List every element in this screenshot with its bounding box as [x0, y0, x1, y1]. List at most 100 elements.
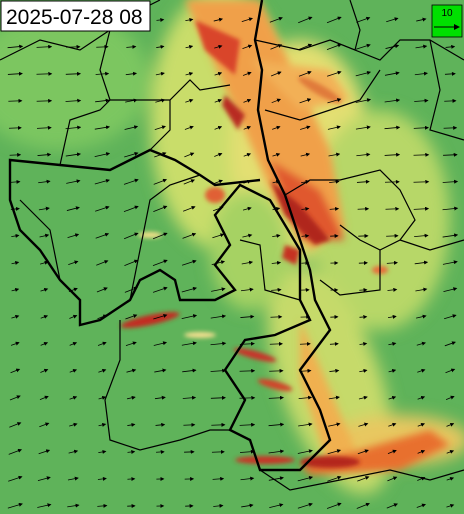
wind-arrow — [359, 368, 368, 373]
wind-arrow — [385, 44, 400, 49]
wind-arrow — [239, 341, 255, 346]
wind-arrow — [211, 287, 226, 292]
wind-arrow — [69, 341, 78, 346]
wind-arrow — [445, 395, 455, 400]
wind-arrow — [356, 179, 370, 184]
wind-arrow — [153, 341, 168, 346]
wind-arrow — [301, 233, 310, 238]
wind-arrow — [327, 125, 341, 130]
wind-arrow — [384, 125, 401, 130]
wind-arrow — [240, 314, 255, 319]
wind-arrow — [68, 449, 79, 454]
wind-arrow — [97, 476, 107, 481]
wind-arrow — [329, 341, 339, 346]
wind-arrow — [269, 16, 283, 23]
wind-arrow — [9, 395, 21, 401]
wind-arrow — [98, 422, 107, 427]
wind-arrow — [388, 395, 397, 400]
wind-arrow — [271, 260, 282, 265]
wind-arrow — [387, 476, 398, 482]
wind-arrow — [40, 260, 49, 265]
wind-arrow — [388, 341, 397, 346]
wind-arrow — [98, 395, 107, 400]
wind-arrow — [214, 71, 223, 76]
wind-arrow — [355, 98, 372, 103]
wind-arrow — [212, 476, 225, 481]
wind-arrow — [328, 395, 340, 400]
wind-arrow — [297, 449, 313, 454]
wind-arrow — [39, 422, 50, 428]
wind-arrow — [69, 395, 78, 400]
wind-arrow — [66, 179, 81, 184]
wind-arrow — [124, 259, 139, 267]
wind-arrow — [327, 70, 342, 77]
wind-arrow — [239, 395, 256, 400]
wind-arrow — [239, 449, 255, 454]
wind-arrow — [359, 314, 368, 319]
wind-arrow — [8, 448, 23, 455]
wind-arrow — [153, 314, 168, 320]
wind-arrow — [182, 395, 197, 400]
wind-arrow — [67, 503, 80, 508]
wind-arrow — [386, 233, 399, 238]
wind-arrow — [96, 287, 108, 293]
wind-arrow — [243, 126, 252, 130]
wind-arrow — [40, 315, 49, 319]
wind-arrow — [210, 314, 227, 319]
wind-arrow — [446, 477, 455, 481]
wind-arrow — [386, 17, 399, 23]
wind-arrow — [444, 71, 456, 76]
wind-arrow — [355, 125, 371, 130]
wind-arrow — [210, 395, 226, 400]
wind-arrow — [298, 422, 313, 427]
wind-arrow — [37, 503, 52, 508]
wind-arrow — [387, 314, 397, 319]
wind-arrow — [125, 314, 138, 320]
wind-arrow — [329, 206, 340, 211]
wind-arrow — [242, 206, 252, 211]
wind-arrow — [181, 259, 197, 266]
wind-arrow — [240, 287, 254, 292]
wind-arrow — [415, 44, 428, 49]
wind-arrow — [94, 125, 111, 130]
wind-arrow — [97, 341, 107, 346]
wind-arrow — [125, 341, 137, 346]
wind-arrow — [153, 205, 168, 213]
timestamp-background — [0, 0, 151, 32]
wind-arrow — [443, 152, 458, 157]
wind-arrow — [444, 314, 457, 320]
wind-arrow — [326, 43, 342, 50]
wind-arrow — [214, 44, 223, 49]
wind-arrow — [301, 206, 310, 211]
wind-arrow — [10, 341, 20, 346]
wind-arrow — [11, 260, 20, 265]
wind-arrow — [65, 71, 82, 76]
wind-arrow — [213, 206, 224, 212]
wind-arrow — [446, 503, 455, 508]
wind-arrow — [153, 178, 167, 185]
wind-arrow — [359, 341, 368, 346]
wind-arrow — [297, 475, 314, 482]
wind-arrow — [210, 368, 227, 373]
wind-arrow — [127, 422, 136, 427]
wind-arrow — [124, 286, 138, 293]
wind-arrow — [154, 152, 167, 158]
wind-arrow — [298, 43, 313, 50]
wind-arrow — [154, 395, 166, 400]
wind-arrow — [40, 287, 49, 292]
wind-arrow — [414, 233, 429, 238]
wind-arrow — [213, 179, 223, 185]
wind-arrow — [272, 206, 281, 211]
wind-arrow — [65, 98, 82, 103]
wind-arrow — [36, 44, 53, 49]
wind-arrow — [445, 368, 456, 374]
wind-arrow — [67, 233, 80, 239]
wind-arrow — [270, 71, 282, 77]
wind-arrow — [417, 449, 426, 454]
wind-arrow — [65, 152, 81, 157]
wind-arrow — [298, 16, 313, 24]
wind-arrow — [328, 152, 341, 157]
wind-arrows — [7, 16, 459, 509]
wind-arrow — [36, 71, 53, 76]
wind-arrow — [326, 502, 342, 509]
